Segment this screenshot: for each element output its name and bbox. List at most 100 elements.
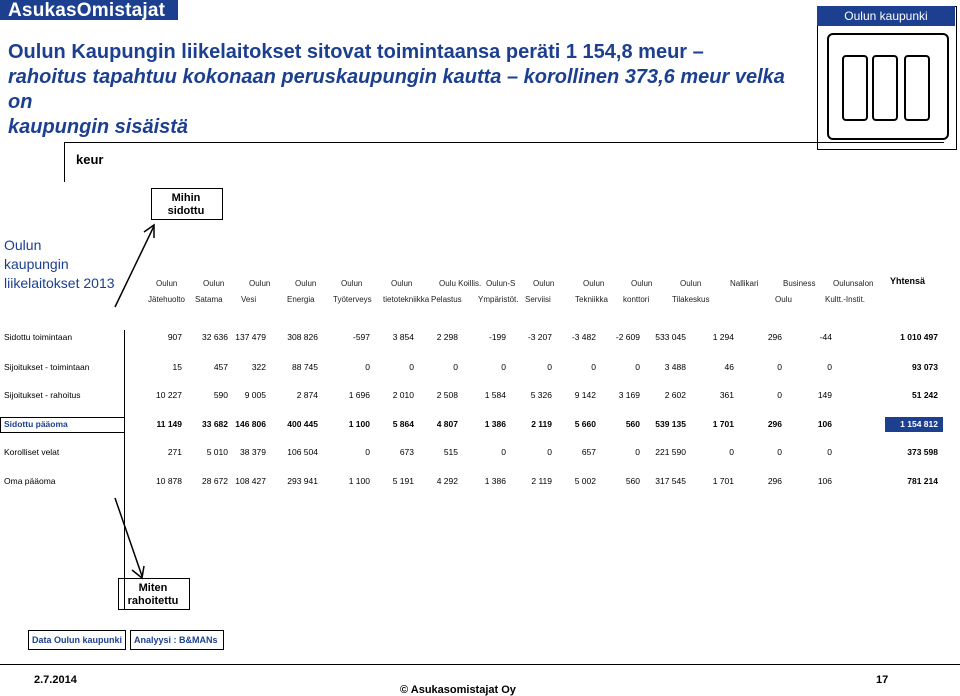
brand-bar (0, 0, 178, 20)
frame-top-line (64, 142, 944, 143)
row-label: Sijoitukset - rahoitus (4, 390, 81, 400)
table-cell: 5 010 (206, 447, 228, 457)
table-cell: -3 482 (571, 332, 596, 342)
table-cell: 106 (817, 419, 832, 429)
table-cell: 539 135 (655, 419, 686, 429)
table-cell: 1 294 (712, 332, 734, 342)
headline-line-2: rahoitus tapahtuu kokonaan peruskaupungi… (8, 66, 785, 113)
org-chart-unit-left (842, 55, 868, 121)
table-cell: 560 (625, 476, 640, 486)
table-cell: 296 (767, 419, 782, 429)
column-header-line-2: Työterveys (333, 295, 372, 304)
table-cell: 2 298 (436, 332, 458, 342)
table-cell: -199 (488, 332, 506, 342)
table-cell: 4 807 (436, 419, 458, 429)
table-cell: 0 (777, 362, 782, 372)
column-header-line-2: Tekniikka (575, 295, 608, 304)
table-cell: 108 427 (235, 476, 266, 486)
column-header-line-1: Business (783, 279, 816, 288)
table-cell: 1 701 (712, 476, 734, 486)
table-cell: 400 445 (287, 419, 318, 429)
column-header-line-2: Satama (195, 295, 223, 304)
table-cell: 106 504 (287, 447, 318, 457)
table-cell: 5 660 (574, 419, 596, 429)
row-label: Sidottu toimintaan (4, 332, 73, 342)
headline-line-3: kaupungin sisäistä (8, 116, 189, 138)
arrow-up-icon (114, 223, 155, 308)
table-cell: 146 806 (235, 419, 266, 429)
table-cell: 0 (365, 362, 370, 372)
table-cell: 0 (409, 362, 414, 372)
table-cell: 1 696 (348, 390, 370, 400)
left-label-line-2: kaupungin (4, 256, 69, 272)
table-cell: 457 (213, 362, 228, 372)
table-cell: 15 (172, 362, 182, 372)
table-cell: 5 191 (392, 476, 414, 486)
unit-label: keur (76, 152, 104, 167)
table-cell: 0 (827, 362, 832, 372)
brand-logo: AsukasOmistajat (8, 0, 166, 21)
headline-line-1: Oulun Kaupungin liikelaitokset sitovat t… (8, 41, 704, 63)
table-cell: 5 002 (574, 476, 596, 486)
row-label: Oma pääoma (4, 476, 56, 486)
table-cell: 1 386 (484, 476, 506, 486)
table-cell: 907 (167, 332, 182, 342)
table-cell: 33 682 (202, 419, 228, 429)
column-header-line-2: konttori (623, 295, 650, 304)
table-cell: 322 (251, 362, 266, 372)
left-label: Oulun kaupungin liikelaitokset 2013 (4, 236, 115, 293)
table-cell: 0 (827, 447, 832, 457)
analysis-box (130, 630, 224, 650)
table-cell: 0 (365, 447, 370, 457)
table-cell: 2 874 (296, 390, 318, 400)
row-total: 373 598 (907, 447, 938, 457)
table-cell: 308 826 (287, 332, 318, 342)
table-cell: 1 100 (348, 476, 370, 486)
column-header-line-1: Oulun-S (486, 279, 516, 288)
table-cell: 2 508 (436, 390, 458, 400)
table-cell: 0 (777, 447, 782, 457)
table-cell: 1 584 (484, 390, 506, 400)
table-cell: 32 636 (202, 332, 228, 342)
column-header-line-2: Vesi (241, 295, 257, 304)
data-source: Data Oulun kaupunki (32, 635, 123, 645)
column-header-line-1: Nallikari (730, 279, 759, 288)
column-header-line-1: Oulun (533, 279, 555, 288)
column-header-line-2: Tilakeskus (672, 295, 710, 304)
row-total: 51 242 (912, 390, 938, 400)
table-cell: 590 (213, 390, 228, 400)
row-total: 93 073 (912, 362, 938, 372)
table-cell: 5 326 (530, 390, 552, 400)
column-header-line-2: Energia (287, 295, 315, 304)
table-cell: 0 (635, 447, 640, 457)
table-cell: 137 479 (235, 332, 266, 342)
column-header-line-2: Kultt.-Instit. (825, 295, 866, 304)
left-label-line-3: liikelaitokset 2013 (4, 275, 115, 291)
column-header-line-2: Oulu (775, 295, 792, 304)
table-cell: 10 227 (156, 390, 182, 400)
column-header-line-1: Oulun (583, 279, 605, 288)
sidottu-paaoma-highlight (0, 417, 125, 433)
column-header-line-1: Oulunsalon (833, 279, 874, 288)
column-header-line-1: Oulun (391, 279, 413, 288)
frame-left-line (64, 142, 65, 182)
table-cell: 0 (635, 362, 640, 372)
footer-line (0, 664, 960, 665)
table-cell: 673 (399, 447, 414, 457)
mihin-label: Mihin sidottu (167, 192, 205, 217)
table-cell: 10 878 (156, 476, 182, 486)
footer-copyright: © Asukasomistajat Oy (400, 684, 516, 696)
left-label-line-1: Oulun (4, 237, 42, 253)
column-header-line-1: Oulun (156, 279, 178, 288)
table-cell: 1 386 (484, 419, 506, 429)
table-cell: 5 864 (392, 419, 414, 429)
column-header-line-2: Jätehuolto (148, 295, 185, 304)
org-chart-unit-middle (872, 55, 898, 121)
table-cell: 0 (453, 362, 458, 372)
table-cell: 0 (501, 447, 506, 457)
table-cell: 9 005 (244, 390, 266, 400)
table-cell: 46 (724, 362, 734, 372)
analysis-credit: Analyysi : B&MANs (134, 635, 218, 645)
table-cell: 296 (767, 332, 782, 342)
column-header-line-1: Oulun (249, 279, 271, 288)
